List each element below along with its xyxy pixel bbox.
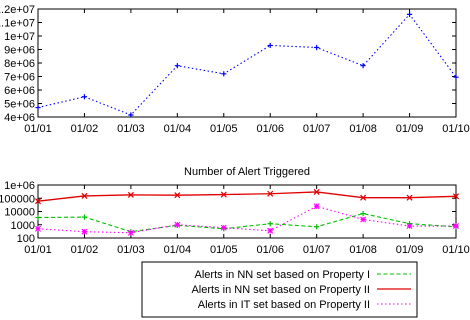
data-point bbox=[406, 11, 413, 17]
x-tick-label: 01/06 bbox=[256, 123, 284, 135]
data-point bbox=[174, 192, 181, 199]
data-point bbox=[220, 191, 227, 198]
series-line bbox=[37, 13, 457, 116]
legend-label: Alerts in IT set based on Property II bbox=[198, 299, 370, 311]
data-point bbox=[35, 104, 41, 111]
data-point bbox=[81, 214, 88, 220]
bottom-x-axis: 01/01 01/02 01/03 01/04 01/05 01/06 01/07 01/08… bbox=[24, 185, 470, 256]
data-point bbox=[35, 225, 41, 232]
data-point bbox=[81, 192, 88, 199]
data-point bbox=[174, 63, 180, 69]
data-point bbox=[267, 42, 273, 49]
data-point bbox=[406, 194, 413, 201]
y-tick-label: 7e+06 bbox=[4, 72, 35, 84]
data-point bbox=[267, 227, 274, 234]
top-series-layer bbox=[35, 11, 459, 118]
x-tick-label: 01/10 bbox=[442, 244, 470, 256]
bottom-plot-frame bbox=[37, 184, 457, 239]
data-point bbox=[360, 194, 367, 201]
top-plot-frame bbox=[37, 8, 457, 118]
y-tick-label: 8e+06 bbox=[4, 58, 35, 70]
x-tick-label: 01/01 bbox=[24, 123, 52, 135]
y-tick-label: 1000 bbox=[11, 220, 35, 232]
data-point bbox=[313, 188, 320, 195]
legend-label: Alerts in NN set based on Property I bbox=[195, 269, 370, 281]
x-tick-label: 01/02 bbox=[71, 244, 99, 256]
x-tick-label: 01/04 bbox=[164, 244, 192, 256]
data-point bbox=[360, 210, 366, 217]
x-tick-label: 01/07 bbox=[303, 244, 331, 256]
legend-label: Alerts in NN set based on Property II bbox=[191, 284, 370, 296]
x-tick-label: 01/03 bbox=[117, 123, 145, 135]
bottom-series-layer bbox=[34, 188, 460, 236]
series-line bbox=[37, 212, 457, 233]
y-tick-label: 1e+07 bbox=[4, 31, 35, 43]
legend: Alerts in NN set based on Property I Aler… bbox=[141, 261, 418, 318]
data-point bbox=[314, 44, 320, 51]
y-tick-label: 1e+06 bbox=[4, 180, 35, 192]
y-tick-label: 1.1e+07 bbox=[0, 18, 35, 30]
x-tick-label: 01/06 bbox=[256, 244, 284, 256]
data-point bbox=[35, 214, 41, 221]
top-x-axis: 01/01 01/02 01/03 01/04 01/05 01/06 01/07 01/08… bbox=[24, 9, 470, 135]
x-tick-label: 01/08 bbox=[349, 244, 377, 256]
data-point bbox=[267, 221, 273, 227]
data-point bbox=[453, 223, 459, 230]
x-tick-label: 01/09 bbox=[396, 244, 424, 256]
x-tick-label: 01/04 bbox=[164, 123, 192, 135]
x-tick-label: 01/02 bbox=[71, 123, 99, 135]
y-tick-label: 10000 bbox=[4, 207, 35, 219]
x-tick-label: 01/03 bbox=[117, 244, 145, 256]
x-tick-label: 01/10 bbox=[442, 123, 470, 135]
series-line bbox=[37, 205, 456, 234]
x-tick-label: 01/07 bbox=[303, 123, 331, 135]
data-point bbox=[221, 71, 227, 77]
data-point bbox=[127, 229, 134, 236]
x-tick-label: 01/01 bbox=[24, 244, 52, 256]
data-point bbox=[220, 224, 227, 231]
data-point bbox=[360, 216, 367, 223]
y-tick-label: 9e+06 bbox=[4, 45, 35, 57]
x-tick-label: 01/05 bbox=[210, 244, 238, 256]
data-point bbox=[313, 203, 320, 210]
x-tick-label: 01/09 bbox=[396, 123, 424, 135]
data-point bbox=[360, 63, 366, 69]
y-tick-label: 1.2e+07 bbox=[0, 4, 35, 16]
data-point bbox=[453, 74, 459, 80]
bottom-chart-title: Number of Alert Triggered bbox=[184, 166, 310, 178]
legend-box bbox=[141, 261, 418, 318]
x-tick-label: 01/08 bbox=[349, 123, 377, 135]
y-tick-label: 6e+06 bbox=[4, 85, 35, 97]
data-point bbox=[267, 190, 274, 197]
y-tick-label: 100000 bbox=[0, 193, 35, 205]
data-point bbox=[127, 191, 134, 198]
data-point bbox=[314, 224, 320, 230]
y-tick-label: 100 bbox=[17, 233, 35, 245]
data-point bbox=[81, 228, 88, 235]
data-point bbox=[406, 223, 413, 230]
y-tick-label: 5e+06 bbox=[4, 99, 35, 111]
x-tick-label: 01/05 bbox=[210, 123, 238, 135]
data-point bbox=[452, 193, 460, 200]
series-line bbox=[37, 191, 457, 202]
data-point bbox=[174, 221, 181, 228]
bottom-chart: Number of Alert Triggered 10010001000010… bbox=[0, 166, 470, 256]
y-tick-label: 4e+06 bbox=[4, 112, 35, 124]
data-point bbox=[128, 112, 134, 118]
data-point bbox=[34, 198, 42, 205]
data-point bbox=[81, 94, 88, 100]
